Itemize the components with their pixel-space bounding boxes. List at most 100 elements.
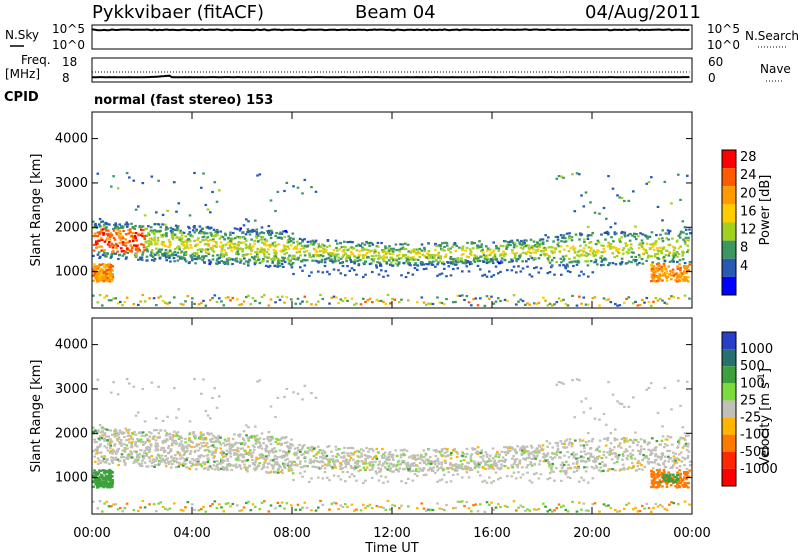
power-cell	[502, 254, 506, 258]
power-cell	[224, 234, 227, 237]
power-cell	[355, 273, 358, 276]
velocity-cell	[113, 442, 117, 446]
velocity-cell	[487, 467, 491, 470]
velocity-cell	[237, 441, 240, 445]
velocity-cell	[142, 443, 145, 446]
velocity-cell	[256, 438, 260, 441]
power-cell	[209, 299, 212, 302]
velocity-cell	[353, 450, 357, 453]
velocity-cell	[272, 464, 275, 467]
power-cell	[398, 257, 401, 260]
velocity-cell	[236, 504, 239, 507]
velocity-cell	[247, 426, 250, 429]
power-cell	[550, 250, 553, 253]
velocity-cell	[123, 463, 127, 466]
power-cell	[263, 294, 266, 297]
power-cell	[384, 251, 388, 254]
power-cell	[345, 260, 348, 263]
velocity-cell	[438, 467, 441, 470]
power-cell	[656, 299, 660, 302]
power-cell	[487, 254, 490, 257]
power-cell	[683, 275, 686, 279]
power-cell	[499, 270, 502, 273]
power-cell	[679, 271, 682, 274]
velocity-cell	[202, 378, 205, 381]
power-cell	[677, 173, 680, 176]
power-cell	[637, 247, 641, 250]
velocity-cell	[470, 453, 474, 456]
power-cell	[457, 259, 460, 262]
power-cell	[243, 257, 246, 260]
velocity-cell	[276, 456, 279, 459]
power-cell	[300, 260, 303, 263]
velocity-cell	[212, 434, 215, 437]
power-cell	[662, 247, 665, 251]
power-cell	[317, 245, 321, 248]
power-cell	[172, 233, 175, 236]
velocity-cell	[438, 451, 442, 454]
velocity-cell	[391, 503, 394, 506]
power-cell	[497, 262, 501, 265]
velocity-cell	[584, 470, 588, 473]
velocity-cell	[120, 456, 123, 459]
power-cell	[121, 254, 125, 257]
velocity-cell	[351, 447, 355, 450]
power-cell	[437, 244, 441, 247]
power-cell	[458, 294, 462, 297]
power-cell	[102, 265, 106, 268]
power-cell	[530, 275, 534, 278]
velocity-cell	[239, 447, 243, 450]
power-cell	[587, 246, 591, 249]
velocity-cell	[238, 464, 241, 467]
power-cell	[115, 232, 118, 235]
power-cell	[520, 243, 524, 246]
velocity-cell	[161, 419, 165, 422]
velocity-cell	[346, 505, 349, 508]
velocity-cell	[431, 508, 435, 512]
power-cell	[247, 220, 250, 223]
velocity-cell	[328, 461, 331, 464]
nsky-tick-top: 10^5	[52, 22, 85, 36]
velocity-cell	[197, 443, 201, 446]
power-cell	[539, 250, 543, 253]
power-cell	[515, 245, 518, 248]
power-cell	[303, 244, 307, 247]
velocity-cell	[311, 449, 314, 452]
velocity-cell	[594, 464, 598, 467]
velocity-cell	[609, 468, 612, 471]
velocity-cell	[226, 463, 229, 466]
power-cell	[671, 271, 675, 274]
power-cell	[314, 303, 318, 306]
power-cell	[311, 259, 314, 262]
power-cell	[187, 237, 191, 241]
velocity-cell	[628, 445, 632, 448]
power-cell	[110, 254, 113, 257]
power-cell	[215, 259, 219, 262]
power-cell	[656, 266, 660, 269]
velocity-cell	[142, 457, 145, 460]
power-cell	[248, 233, 252, 236]
power-cell	[661, 229, 664, 232]
velocity-cell	[503, 460, 506, 464]
velocity-cell	[313, 459, 316, 462]
power-cell	[227, 247, 230, 250]
power-cell	[546, 304, 550, 307]
velocity-cell	[169, 450, 173, 453]
power-cell	[153, 233, 156, 236]
velocity-cell	[155, 417, 158, 420]
power-cell	[336, 253, 340, 256]
power-cell	[374, 254, 378, 257]
power-cell	[359, 244, 362, 247]
velocity-cell	[618, 510, 622, 513]
power-cell	[402, 248, 406, 251]
power-cell	[216, 234, 219, 237]
freq-tick-bottom: 8	[62, 71, 70, 85]
velocity-cell	[128, 434, 131, 437]
power-cell	[544, 234, 547, 237]
velocity-cell	[254, 425, 257, 428]
power-cell	[174, 224, 178, 227]
velocity-cell	[92, 426, 95, 429]
power-cell	[134, 248, 138, 251]
power-cell	[582, 250, 586, 253]
power-cell	[268, 232, 272, 236]
